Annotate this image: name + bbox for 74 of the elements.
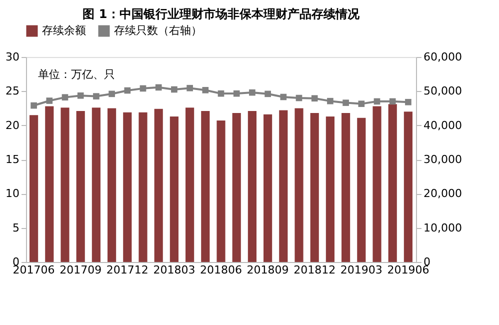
point bbox=[264, 90, 271, 98]
bar bbox=[186, 108, 194, 262]
x-tick-label: 201809 bbox=[246, 264, 289, 276]
bar bbox=[357, 118, 366, 262]
x-tick-label: 201906 bbox=[387, 264, 430, 276]
bar bbox=[342, 113, 350, 262]
point bbox=[108, 90, 115, 98]
annotation: 单位：万亿、只 bbox=[38, 68, 115, 81]
bar bbox=[248, 110, 256, 262]
point bbox=[171, 86, 178, 93]
bar bbox=[154, 108, 163, 262]
point bbox=[405, 98, 412, 106]
bar bbox=[404, 112, 412, 262]
bar bbox=[170, 116, 178, 262]
y2-tick-label: 20,000 bbox=[424, 187, 462, 200]
bar bbox=[310, 113, 319, 262]
point bbox=[249, 89, 256, 96]
bar bbox=[92, 108, 100, 262]
y-tick-label: 20 bbox=[6, 118, 20, 132]
bar bbox=[294, 108, 304, 262]
point bbox=[202, 86, 209, 94]
bar bbox=[123, 112, 132, 262]
y-tick-label: 25 bbox=[6, 84, 20, 98]
point bbox=[374, 98, 380, 105]
point bbox=[280, 94, 287, 100]
bar bbox=[108, 108, 116, 262]
bar bbox=[372, 106, 382, 262]
x-tick-label: 201803 bbox=[153, 264, 196, 276]
bar bbox=[388, 104, 397, 262]
y-tick-label: 15 bbox=[6, 153, 20, 166]
bar bbox=[60, 108, 70, 262]
bar bbox=[232, 113, 241, 262]
x-tick-label: 201806 bbox=[200, 264, 242, 276]
y2-tick-label: 40,000 bbox=[424, 118, 462, 132]
y2-tick-label: 10,000 bbox=[424, 221, 462, 234]
y-tick-label: 30 bbox=[6, 50, 20, 64]
bar bbox=[201, 110, 210, 262]
y-tick-label: 10 bbox=[6, 187, 20, 200]
x-tick-label: 201709 bbox=[60, 264, 102, 276]
point bbox=[46, 98, 53, 104]
point bbox=[342, 100, 349, 106]
bar bbox=[326, 116, 334, 262]
x-tick-label: 201712 bbox=[106, 264, 148, 276]
bar bbox=[279, 110, 288, 262]
point bbox=[218, 90, 224, 97]
y2-tick-label: 50,000 bbox=[424, 84, 462, 98]
point bbox=[93, 93, 100, 100]
x-tick-label: 201812 bbox=[294, 264, 336, 276]
x-tick-label: 201903 bbox=[340, 264, 382, 276]
bar bbox=[30, 115, 38, 262]
bar bbox=[264, 114, 272, 262]
point bbox=[30, 102, 37, 109]
point bbox=[327, 98, 334, 104]
bar bbox=[216, 120, 226, 262]
point bbox=[77, 92, 84, 99]
bar bbox=[138, 112, 148, 262]
bar bbox=[76, 110, 85, 262]
point bbox=[311, 95, 318, 102]
bar bbox=[45, 106, 54, 262]
point bbox=[296, 94, 302, 102]
point bbox=[389, 98, 396, 105]
chart-title: 图 1：中国银行业理财市场非保本理财产品存续情况 bbox=[82, 7, 360, 21]
legend-label: 存续余额 bbox=[42, 24, 86, 37]
point bbox=[155, 84, 162, 91]
point bbox=[358, 100, 365, 107]
point bbox=[233, 90, 240, 97]
point bbox=[140, 85, 146, 92]
y-tick-label: 5 bbox=[12, 221, 20, 234]
y2-tick-label: 60,000 bbox=[424, 50, 462, 64]
legend-label: 存续只数（右轴） bbox=[114, 24, 202, 37]
y2-tick-label: 30,000 bbox=[424, 153, 462, 166]
point bbox=[124, 87, 131, 94]
point bbox=[186, 84, 193, 92]
point bbox=[62, 94, 68, 100]
